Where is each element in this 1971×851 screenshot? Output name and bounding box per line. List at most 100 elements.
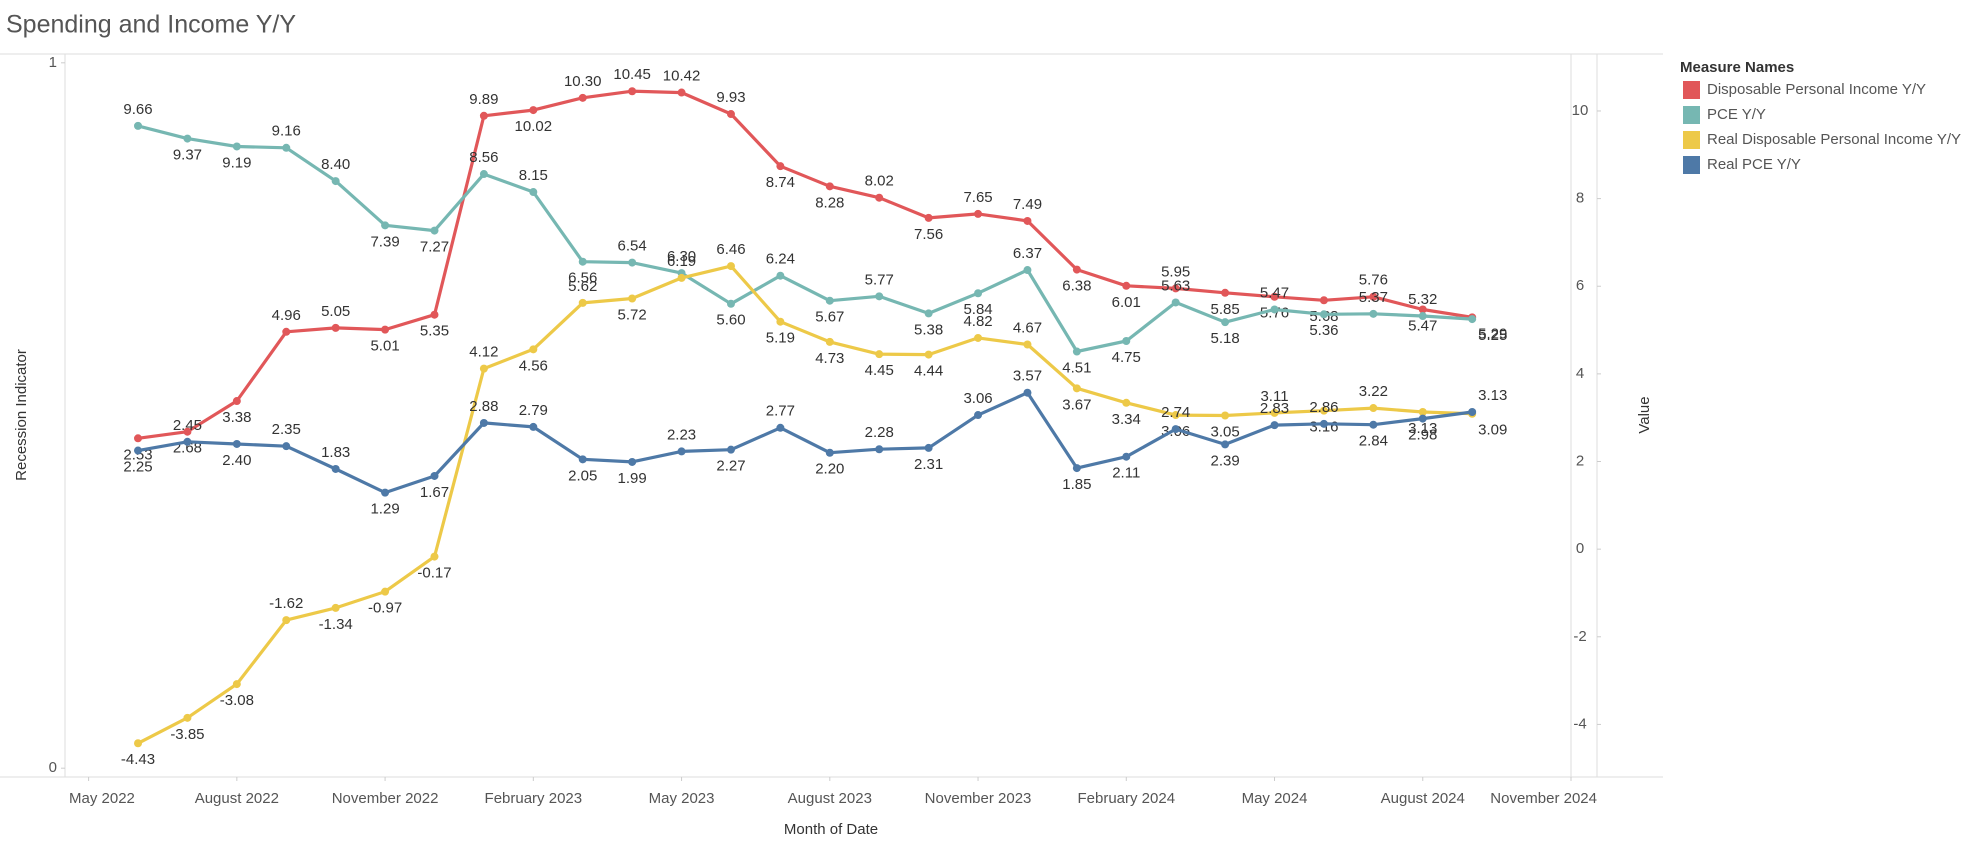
data-label: 2.05 [568,467,597,484]
data-label: 4.45 [865,362,894,379]
data-point [1270,292,1279,301]
data-point [825,448,834,457]
data-point [1023,388,1032,397]
data-label: 3.13 [1478,387,1507,404]
data-label: 6.56 [568,270,597,287]
data-point [1468,407,1477,416]
data-point [1221,411,1230,420]
data-label: 9.37 [173,147,202,164]
data-label: 8.15 [519,167,548,184]
data-label: 2.74 [1161,404,1190,421]
data-label: 7.65 [963,189,992,206]
data-label: 5.29 [1478,325,1507,342]
data-label: 2.88 [469,398,498,415]
data-label: 2.31 [914,456,943,473]
series-line [137,89,1473,440]
data-label: 2.98 [1408,427,1437,444]
data-point [134,434,143,443]
data-label: 8.02 [865,173,894,190]
data-point [578,93,587,102]
data-label: 10.42 [663,68,701,85]
data-label: 9.66 [123,101,152,118]
data-label: 5.63 [1161,277,1190,294]
data-label: 5.25 [1478,327,1507,344]
data-label: 4.12 [469,344,498,361]
data-point [1418,312,1427,321]
data-point [825,182,834,191]
data-point [1270,421,1279,430]
y2-tick-label: -2 [1573,628,1586,645]
data-point [282,442,291,451]
data-point [381,587,390,596]
data-point [776,162,785,171]
data-point [282,143,291,152]
legend-label: PCE Y/Y [1707,106,1766,123]
data-point [430,226,439,235]
data-label: 4.82 [963,313,992,330]
data-point [1072,265,1081,274]
data-label: 3.11 [1260,388,1288,405]
data-point [628,87,637,96]
data-label: 3.67 [1062,396,1091,413]
data-label: 2.77 [766,403,795,420]
data-point [381,488,390,497]
data-point [578,455,587,464]
data-point [1369,292,1378,301]
chart-title: Spending and Income Y/Y [6,11,296,39]
x-tick-label: May 2023 [649,790,715,807]
data-label: 5.35 [420,323,449,340]
data-label: 9.19 [222,154,251,171]
data-point [875,292,884,301]
x-tick-label: November 2022 [332,790,439,807]
data-point [628,457,637,466]
data-point [825,296,834,305]
data-point [578,298,587,307]
data-label: 1.83 [321,444,350,461]
data-point [183,427,192,436]
data-point [1221,318,1230,327]
legend-title: Measure Names [1680,59,1794,76]
plot-frame [64,53,1572,778]
data-label: 2.39 [1211,452,1240,469]
data-point [924,309,933,318]
data-point [875,193,884,202]
data-label: 3.09 [1478,422,1507,439]
x-axis-title: Month of Date [784,821,878,838]
y2-tick-label: 10 [1572,102,1589,119]
data-label: 2.28 [865,424,894,441]
data-label: 4.67 [1013,319,1042,336]
data-point [974,289,983,298]
data-label: -0.97 [368,600,402,617]
data-point [1270,305,1279,314]
data-label: 2.84 [1359,433,1388,450]
data-label: 10.02 [515,118,553,135]
data-label: 6.19 [667,253,696,270]
data-point [776,423,785,432]
data-label: 5.47 [1408,317,1437,334]
data-label: -1.34 [319,616,353,633]
data-label: 2.20 [815,461,844,478]
data-point [776,317,785,326]
data-label: 5.67 [815,309,844,326]
data-label: 9.16 [272,123,301,140]
series-line [137,264,1473,745]
data-label: 9.89 [469,91,498,108]
data-label: 6.37 [1013,245,1042,262]
data-label: 3.57 [1013,368,1042,385]
data-point [1171,284,1180,293]
data-label: 5.32 [1408,291,1437,308]
data-point [282,327,291,336]
data-point [924,443,933,452]
data-label: 5.77 [865,271,894,288]
data-label: 5.60 [716,312,745,329]
data-label: 3.05 [1211,423,1240,440]
x-tick-label: May 2022 [69,790,135,807]
data-label: 2.86 [1309,399,1338,416]
data-point [1468,315,1477,324]
legend-label: Disposable Personal Income Y/Y [1707,81,1926,98]
data-label: 10.45 [613,66,651,83]
data-point [776,271,785,280]
data-point [726,110,735,119]
data-point [1122,398,1131,407]
